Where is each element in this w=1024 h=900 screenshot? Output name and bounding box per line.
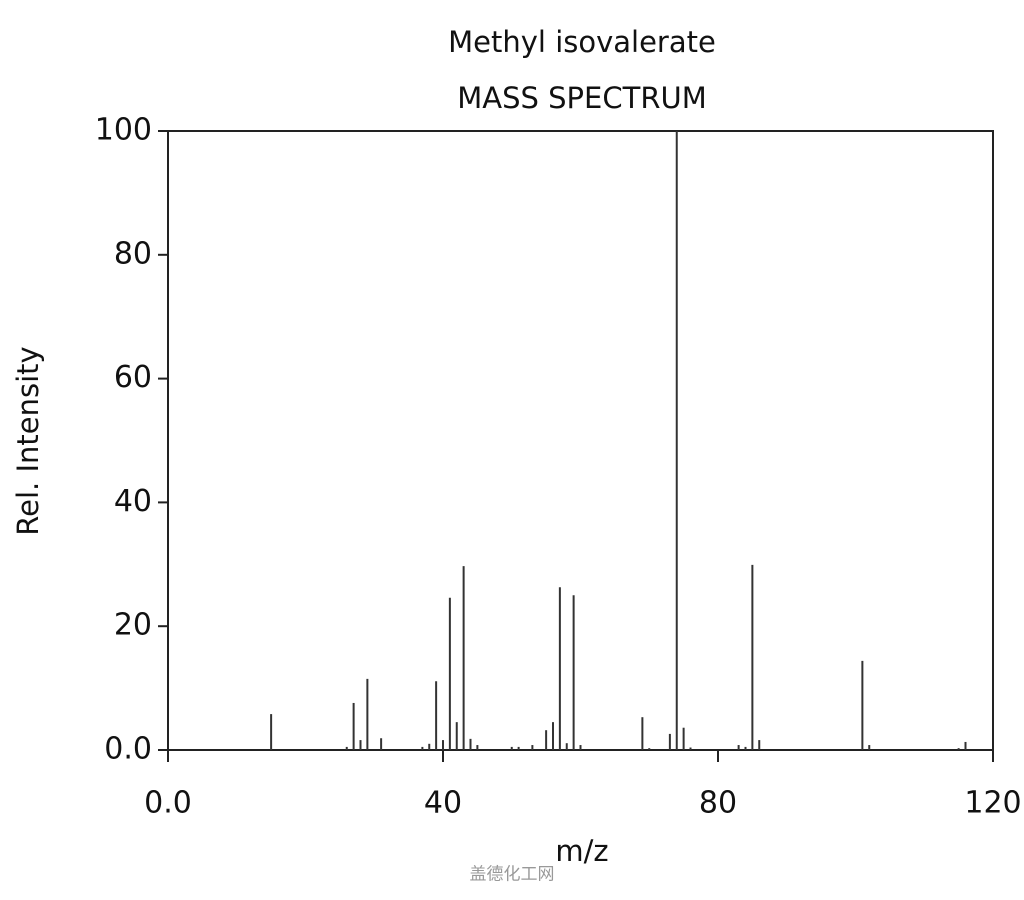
y-tick-label: 20 — [114, 608, 152, 643]
y-tick-label: 40 — [114, 484, 152, 519]
chart-title: Methyl isovalerate — [448, 25, 716, 59]
y-axis-title: Rel. Intensity — [11, 346, 45, 535]
x-tick-label: 40 — [424, 786, 462, 821]
y-tick-label: 80 — [114, 236, 152, 271]
y-tick-label: 0.0 — [104, 732, 152, 767]
x-tick-label: 120 — [964, 786, 1021, 821]
x-axis-title: m/z — [555, 834, 608, 868]
x-tick-label: 0.0 — [144, 786, 192, 821]
y-tick-label: 100 — [95, 113, 152, 148]
y-tick-label: 60 — [114, 360, 152, 395]
plot-frame — [167, 130, 994, 751]
watermark: 盖德化工网 — [470, 865, 555, 885]
x-tick-label: 80 — [699, 786, 737, 821]
chart-subtitle: MASS SPECTRUM — [457, 81, 706, 115]
